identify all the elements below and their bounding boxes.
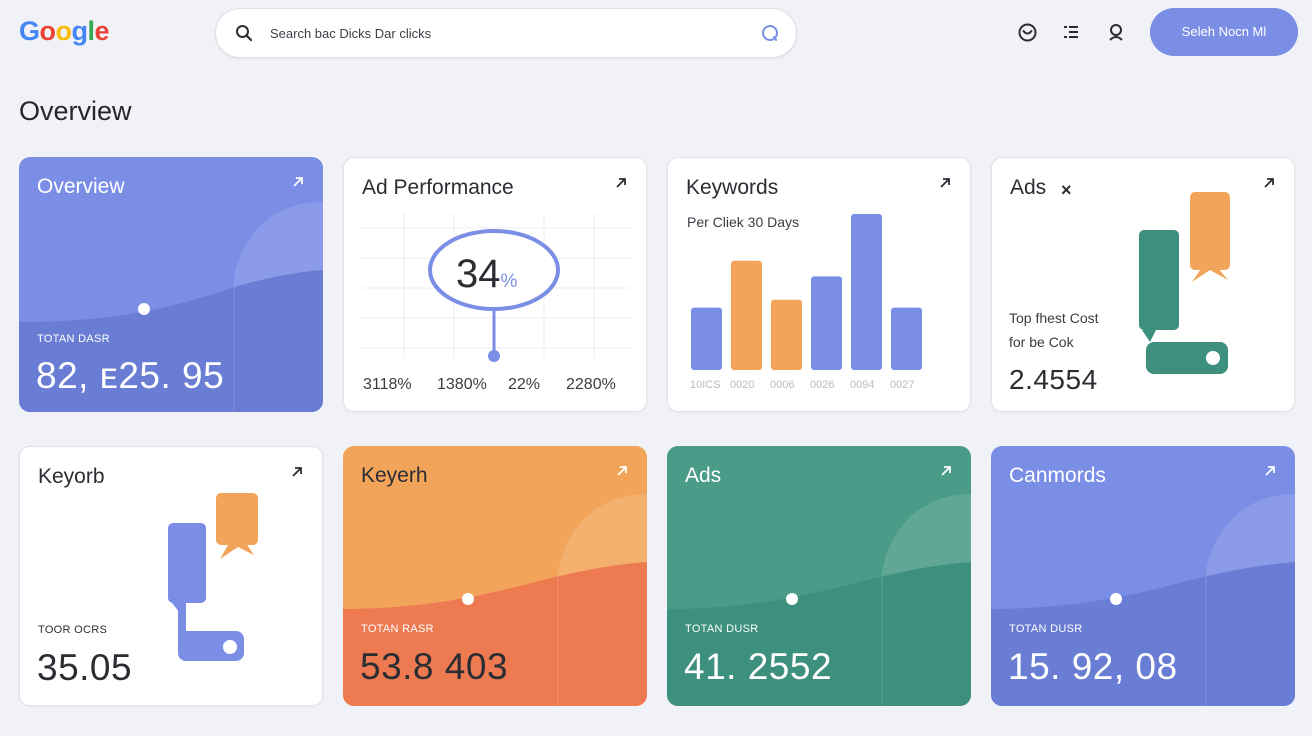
stat-value: 1380%	[437, 376, 487, 393]
logo-letter: o	[55, 16, 73, 46]
card-title: Keyorb	[38, 465, 105, 488]
account-icon[interactable]	[1106, 22, 1126, 47]
ring-value: 34	[456, 252, 501, 296]
card-label: TOTAN RASR	[361, 623, 434, 635]
x-tick-label: 0006	[770, 379, 795, 391]
bar-5	[891, 307, 922, 370]
card-title: Overview	[37, 175, 125, 198]
expand-icon[interactable]	[614, 176, 628, 195]
area-chart	[19, 202, 323, 412]
ads-desc-line: Top fhest Cost	[1009, 310, 1099, 326]
card-value: 35.05	[37, 647, 133, 688]
area-chart	[343, 494, 647, 706]
keyorb-card[interactable]: Keyorb TOOR OCRS 35.05	[19, 446, 323, 706]
chart-subtitle: Per Cliek 30 Days	[687, 214, 800, 230]
page-title: Overview	[19, 96, 132, 126]
expand-icon[interactable]	[291, 175, 305, 194]
keywords-card[interactable]: Keywords Per Cliek 30 Days 10ICS 0020 0006…	[667, 157, 971, 412]
emoji-icon[interactable]	[1017, 22, 1038, 48]
card-value: 53.8 403	[360, 646, 509, 687]
x-tick-label: 0020	[730, 379, 755, 391]
cta-button[interactable]: Seleh Nocn Ml	[1150, 8, 1298, 56]
canmords-card[interactable]: Canmords TOTAN DUSR 15. 92, 08	[991, 446, 1295, 706]
ring-unit: %	[500, 271, 518, 292]
ads-card[interactable]: Ads × Top fhest Cost for be Cok 2.4554	[991, 157, 1295, 412]
ads-illustration	[1139, 192, 1230, 374]
card-title: Canmords	[1009, 464, 1106, 487]
ads-teal-card[interactable]: Ads TOTAN DUSR 41. 2552	[667, 446, 971, 706]
bar-3	[811, 276, 842, 370]
card-label: TOTAN DUSR	[1009, 623, 1083, 635]
expand-icon[interactable]	[938, 176, 952, 195]
bar-1	[731, 260, 762, 370]
card-title: Keyerh	[361, 464, 428, 487]
x-tick-label: 0094	[850, 379, 875, 391]
card-title: Ads	[1010, 176, 1047, 199]
expand-icon[interactable]	[290, 465, 304, 484]
ads-desc-line: for be Cok	[1009, 334, 1074, 350]
area-chart	[991, 494, 1295, 706]
list-icon[interactable]	[1061, 22, 1081, 47]
x-tick-label: 10ICS	[690, 379, 721, 391]
logo-letter: e	[94, 16, 110, 46]
logo-letter: o	[39, 16, 57, 46]
expand-icon[interactable]	[615, 464, 629, 483]
search-bar[interactable]: Search bac Dicks Dar clicks	[215, 8, 797, 58]
search-input[interactable]: Search bac Dicks Dar clicks	[270, 26, 432, 41]
search-icon[interactable]	[234, 23, 254, 48]
expand-icon[interactable]	[1263, 464, 1277, 483]
stat-value: 3118%	[363, 376, 412, 393]
ad-performance-card[interactable]: Ad Performance 34% 3118% 1380% 22% 2280%	[343, 157, 647, 412]
close-icon[interactable]: ×	[1061, 180, 1072, 200]
card-value: 41. 2552	[684, 646, 833, 687]
logo-letter: g	[71, 16, 89, 46]
keyerh-card[interactable]: Keyerh TOTAN RASR 53.8 403	[343, 446, 647, 706]
card-value: 82, ᴇ25. 95	[36, 355, 225, 396]
x-tick-label: 0026	[810, 379, 835, 391]
bar-2	[771, 299, 802, 370]
google-logo[interactable]: Google	[19, 16, 110, 47]
bar-chart	[691, 214, 922, 370]
card-value: 2.4554	[1009, 364, 1098, 395]
overview-card[interactable]: Overview TOTAN DASR 82, ᴇ25. 95	[19, 157, 323, 412]
x-tick-label: 0027	[890, 379, 915, 391]
stat-value: 22%	[508, 376, 541, 393]
logo-letter: G	[19, 16, 40, 46]
bar-4	[851, 214, 882, 370]
mic-icon[interactable]	[760, 23, 780, 48]
expand-icon[interactable]	[1262, 176, 1276, 195]
card-title: Keywords	[686, 176, 779, 199]
percent-value: 34%	[456, 252, 517, 297]
card-value: 15. 92, 08	[1008, 646, 1178, 687]
card-label: TOTAN DUSR	[685, 623, 759, 635]
bar-0	[691, 307, 722, 370]
card-title: Ad Performance	[362, 176, 514, 199]
expand-icon[interactable]	[939, 464, 953, 483]
logo-letter: l	[87, 16, 96, 46]
keyorb-illustration	[168, 493, 258, 661]
area-chart	[667, 494, 971, 706]
gauge-chart	[362, 213, 630, 362]
card-label: TOTAN DASR	[37, 333, 110, 345]
card-label: TOOR OCRS	[38, 624, 108, 636]
stat-value: 2280%	[566, 376, 616, 393]
card-title: Ads	[685, 464, 722, 487]
